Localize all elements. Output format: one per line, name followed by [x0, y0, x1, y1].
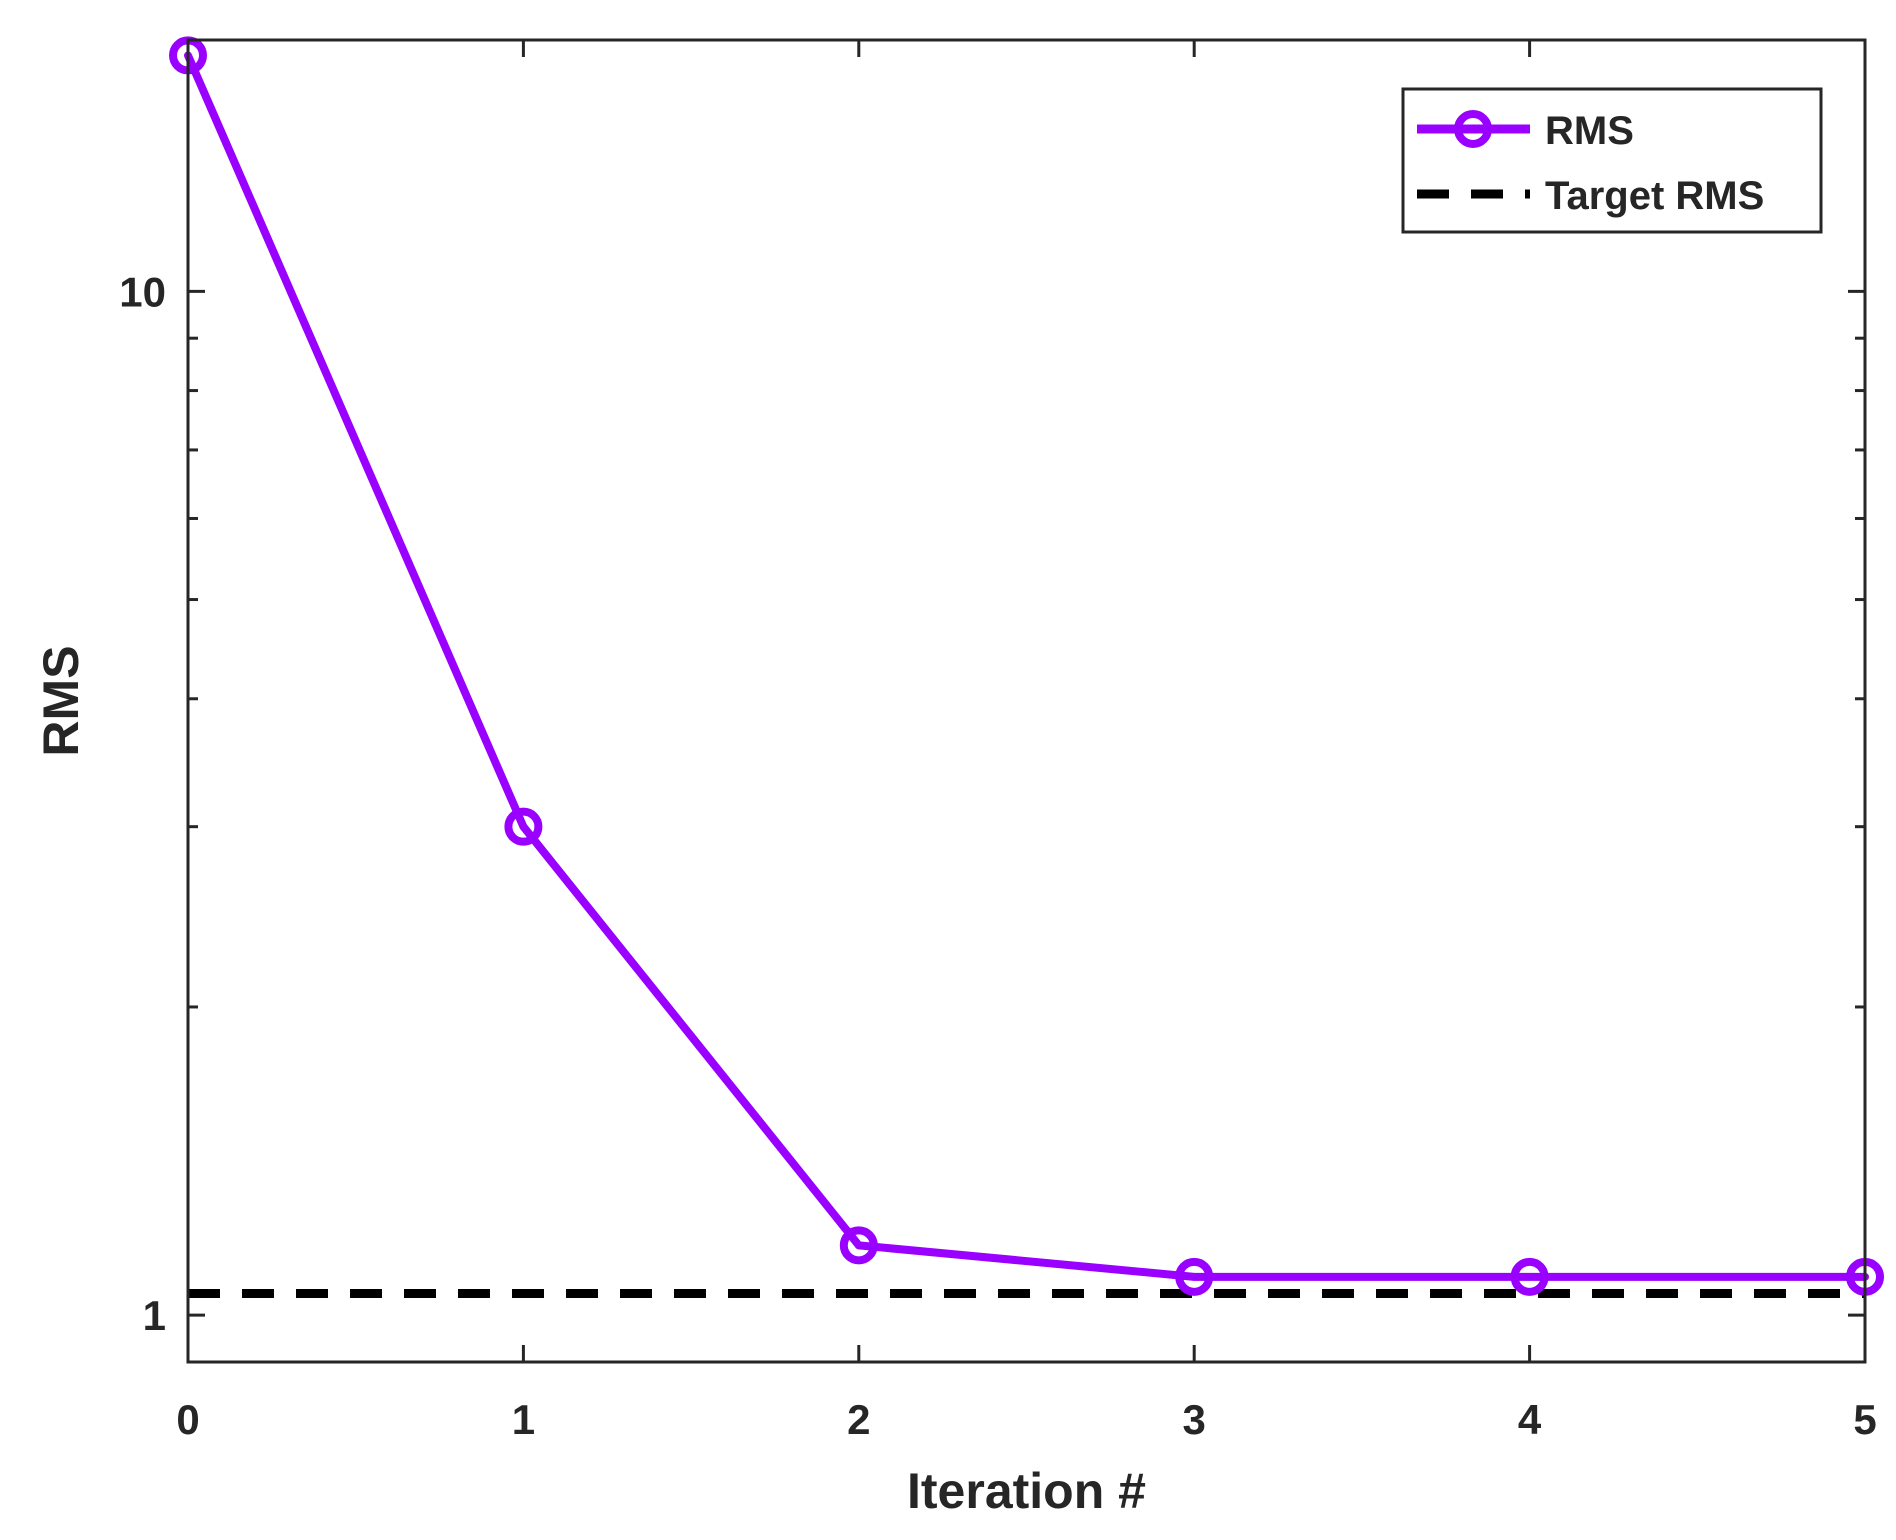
legend-label-rms: RMS	[1545, 109, 1634, 153]
legend-marker-rms	[1454, 110, 1492, 148]
tick-labels: 0 1 2 3 4 5 1 10	[119, 268, 1876, 1443]
x-tick-label: 3	[1183, 1396, 1206, 1443]
y-axis-label: RMS	[33, 645, 89, 756]
rms-data-point	[504, 807, 543, 846]
x-tick-label: 1	[512, 1396, 535, 1443]
x-tick-label: 5	[1853, 1396, 1876, 1443]
y-tick-label: 10	[119, 268, 166, 315]
x-axis-label: Iteration #	[907, 1463, 1146, 1519]
x-tick-label: 2	[847, 1396, 870, 1443]
rms-series-line	[184, 51, 1869, 1281]
x-tick-label: 0	[176, 1396, 199, 1443]
rms-data-point	[839, 1226, 878, 1265]
legend[interactable]: RMS Target RMS	[1401, 87, 1823, 234]
rms-data-point	[1510, 1257, 1549, 1296]
x-tick-label: 4	[1518, 1396, 1542, 1443]
legend-label-target-rms: Target RMS	[1545, 174, 1764, 218]
y-tick-label: 1	[143, 1292, 166, 1339]
rms-data-point	[1175, 1257, 1214, 1296]
plot-frame	[186, 38, 1867, 1364]
